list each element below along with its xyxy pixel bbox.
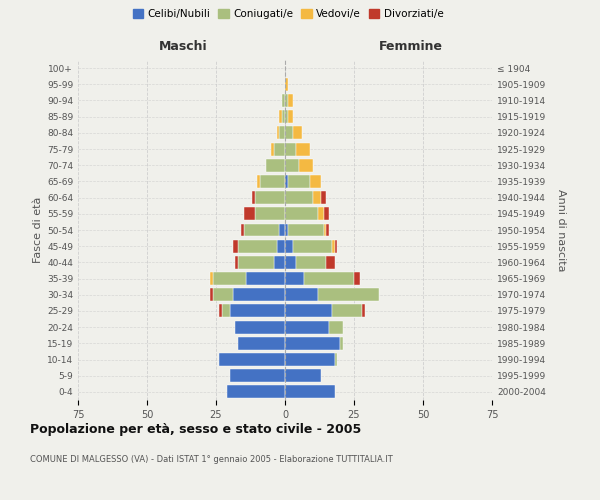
Bar xyxy=(285,175,288,188)
Bar xyxy=(271,142,274,156)
Bar xyxy=(285,142,296,156)
Bar xyxy=(221,304,230,318)
Bar xyxy=(332,304,362,318)
Bar xyxy=(285,272,304,285)
Bar xyxy=(340,337,343,350)
Bar xyxy=(310,175,321,188)
Bar xyxy=(233,240,238,252)
Bar xyxy=(266,159,285,172)
Bar xyxy=(313,191,321,204)
Bar xyxy=(323,208,329,220)
Bar xyxy=(318,288,379,301)
Bar xyxy=(244,224,280,236)
Bar xyxy=(241,224,244,236)
Bar xyxy=(293,126,302,140)
Bar xyxy=(219,353,285,366)
Bar xyxy=(213,272,247,285)
Bar xyxy=(238,240,277,252)
Bar xyxy=(285,224,288,236)
Bar xyxy=(254,191,285,204)
Bar xyxy=(247,272,285,285)
Bar xyxy=(238,256,274,269)
Bar xyxy=(288,224,323,236)
Y-axis label: Anni di nascita: Anni di nascita xyxy=(556,188,566,271)
Bar xyxy=(235,256,238,269)
Bar xyxy=(230,369,285,382)
Bar xyxy=(329,320,343,334)
Bar xyxy=(285,78,288,91)
Bar xyxy=(274,256,285,269)
Bar xyxy=(285,369,321,382)
Bar xyxy=(252,191,254,204)
Text: Maschi: Maschi xyxy=(158,40,208,52)
Bar xyxy=(321,191,326,204)
Bar xyxy=(219,304,221,318)
Bar xyxy=(244,208,254,220)
Text: Femmine: Femmine xyxy=(379,40,443,52)
Bar xyxy=(235,320,285,334)
Bar xyxy=(362,304,365,318)
Bar xyxy=(299,159,313,172)
Bar xyxy=(285,304,332,318)
Bar xyxy=(326,224,329,236)
Legend: Celibi/Nubili, Coniugati/e, Vedovi/e, Divorziati/e: Celibi/Nubili, Coniugati/e, Vedovi/e, Di… xyxy=(128,5,448,24)
Bar xyxy=(211,288,213,301)
Bar xyxy=(238,337,285,350)
Bar xyxy=(296,142,310,156)
Bar xyxy=(227,386,285,398)
Bar xyxy=(277,240,285,252)
Bar xyxy=(282,110,285,123)
Bar xyxy=(288,94,293,107)
Bar xyxy=(285,208,318,220)
Bar xyxy=(285,353,335,366)
Bar xyxy=(211,272,213,285)
Bar xyxy=(285,337,340,350)
Bar xyxy=(257,175,260,188)
Y-axis label: Fasce di età: Fasce di età xyxy=(33,197,43,263)
Bar xyxy=(335,240,337,252)
Bar xyxy=(335,353,337,366)
Bar xyxy=(293,240,332,252)
Bar xyxy=(285,159,299,172)
Bar xyxy=(323,224,326,236)
Bar xyxy=(285,110,288,123)
Bar xyxy=(260,175,285,188)
Bar xyxy=(288,175,310,188)
Bar xyxy=(285,288,318,301)
Bar xyxy=(282,94,285,107)
Text: Popolazione per età, sesso e stato civile - 2005: Popolazione per età, sesso e stato civil… xyxy=(30,422,361,436)
Bar xyxy=(354,272,359,285)
Text: COMUNE DI MALGESSO (VA) - Dati ISTAT 1° gennaio 2005 - Elaborazione TUTTITALIA.I: COMUNE DI MALGESSO (VA) - Dati ISTAT 1° … xyxy=(30,455,393,464)
Bar xyxy=(285,256,296,269)
Bar xyxy=(304,272,354,285)
Bar xyxy=(233,288,285,301)
Bar xyxy=(274,142,285,156)
Bar xyxy=(296,256,326,269)
Bar xyxy=(285,386,335,398)
Bar xyxy=(280,110,282,123)
Bar xyxy=(254,208,285,220)
Bar xyxy=(332,240,335,252)
Bar xyxy=(285,94,288,107)
Bar xyxy=(285,191,313,204)
Bar xyxy=(277,126,280,140)
Bar xyxy=(318,208,323,220)
Bar xyxy=(326,256,335,269)
Bar xyxy=(285,320,329,334)
Bar xyxy=(288,110,293,123)
Bar xyxy=(285,240,293,252)
Bar xyxy=(285,126,293,140)
Bar xyxy=(213,288,233,301)
Bar xyxy=(230,304,285,318)
Bar xyxy=(280,224,285,236)
Bar xyxy=(280,126,285,140)
